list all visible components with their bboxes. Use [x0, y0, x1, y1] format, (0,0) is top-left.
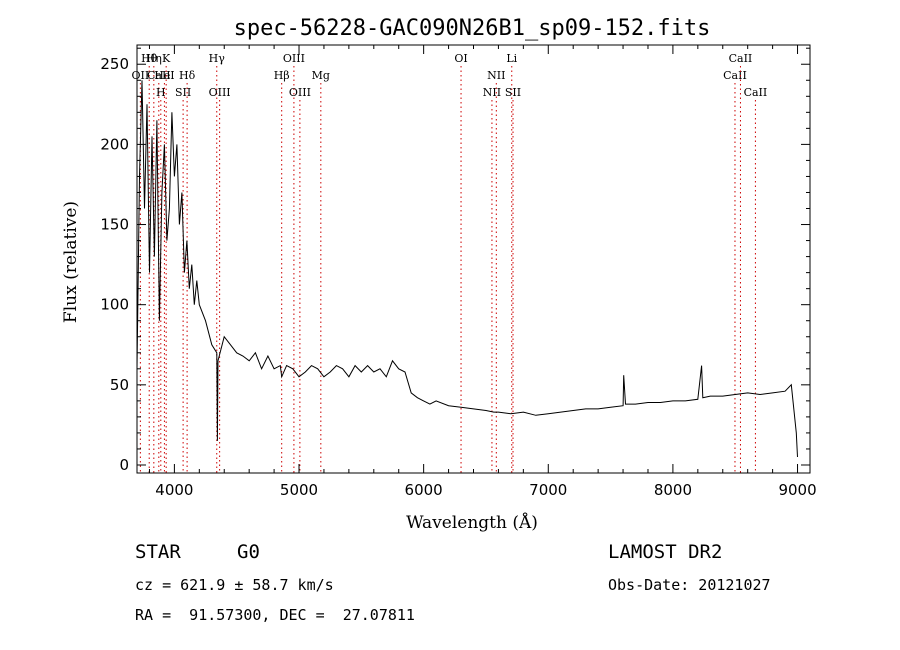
y-tick-label: 200: [100, 135, 129, 153]
line-marker-label: Li: [506, 52, 517, 65]
line-marker-label: CaII: [723, 69, 747, 82]
x-tick-label: 5000: [280, 481, 318, 499]
line-marker-label: CaII: [729, 52, 753, 65]
line-marker-label: OIII: [283, 52, 305, 65]
spectrum-line-0: [136, 80, 798, 458]
spectral-line-markers: OIIHθHηCaIIHHeIKSIIHδHγOIIIHβOIIIOIIIMgO…: [132, 52, 768, 473]
x-axis-label: Wavelength (Å): [406, 512, 538, 533]
line-marker-label: OII: [132, 69, 150, 82]
y-tick-label: 50: [110, 376, 129, 394]
line-marker-label: HeI: [154, 69, 174, 82]
line-marker-label: Hη: [146, 52, 162, 65]
y-tick-label: 100: [100, 296, 129, 314]
chart-title: spec-56228-GAC090N26B1_sp09-152.fits: [234, 16, 711, 41]
line-marker-label: H: [156, 86, 166, 99]
x-tick-label: 6000: [405, 481, 443, 499]
line-marker-label: OIII: [209, 86, 231, 99]
x-tick-label: 8000: [654, 481, 692, 499]
line-marker-label: CaII: [744, 86, 768, 99]
line-marker-label: Hγ: [209, 52, 226, 65]
y-tick-label: 0: [119, 456, 129, 474]
line-marker-label: CaII: [147, 69, 171, 82]
y-axis-label: Flux (relative): [61, 201, 81, 323]
line-marker-label: OI: [454, 52, 467, 65]
line-marker-label: K: [162, 52, 171, 65]
line-marker-label: Hθ: [141, 52, 158, 65]
x-tick-label: 7000: [529, 481, 567, 499]
line-marker-label: NII: [487, 69, 505, 82]
x-tick-label: 4000: [155, 481, 193, 499]
line-marker-label: SII: [505, 86, 521, 99]
survey-name: LAMOST DR2: [608, 541, 723, 563]
observation-date: Obs-Date: 20121027: [608, 576, 771, 594]
line-marker-label: OIII: [289, 86, 311, 99]
ra-dec: RA = 91.57300, DEC = 27.07811: [135, 606, 415, 624]
object-subclass: G0: [237, 541, 260, 563]
line-marker-label: NII: [483, 86, 501, 99]
y-tick-label: 250: [100, 55, 129, 73]
line-marker-label: SII: [175, 86, 191, 99]
object-class: STAR: [135, 541, 181, 563]
y-tick-label: 150: [100, 216, 129, 234]
axes: 4000 5000 6000 7000 8000 9000 0 50 100 150 200 250: [100, 45, 817, 499]
spectrum-series: [136, 80, 798, 458]
line-marker-label: Hδ: [179, 69, 196, 82]
line-marker-label: Mg: [312, 69, 330, 82]
redshift-cz: cz = 621.9 ± 58.7 km/s: [135, 576, 334, 594]
x-tick-label: 9000: [778, 481, 816, 499]
line-marker-label: Hβ: [274, 69, 290, 82]
